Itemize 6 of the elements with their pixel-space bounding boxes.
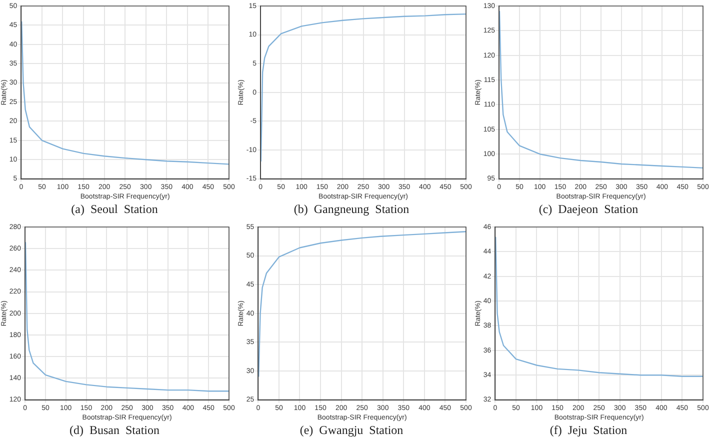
text: (a) Seoul Station (71, 202, 158, 216)
text: (e) Gwangju Station (300, 422, 404, 437)
text: (c) Daejeon Station (538, 202, 638, 216)
text: (d) Busan Station (70, 422, 160, 437)
text: (b) Gangneung Station (294, 202, 410, 216)
text: (f) Jeju Station (550, 422, 628, 437)
